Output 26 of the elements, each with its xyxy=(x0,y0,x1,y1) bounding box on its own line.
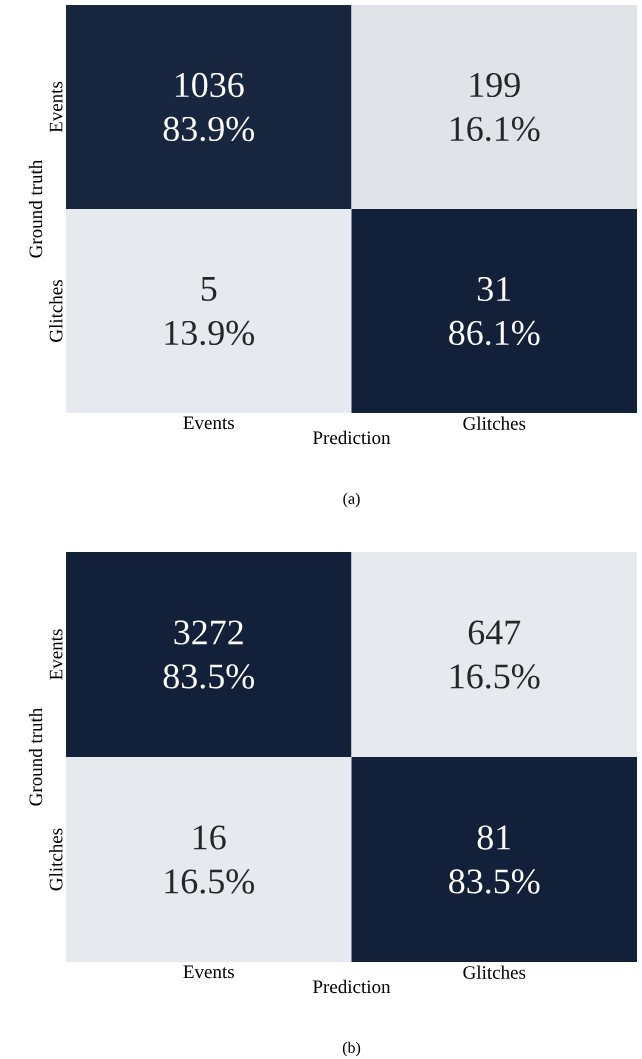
annotation: 3272 xyxy=(174,620,243,645)
data-label: 83.9% xyxy=(163,116,255,142)
data-label: 86.1% xyxy=(449,320,540,346)
annotation: 16 xyxy=(193,825,226,850)
data-label: 83.5% xyxy=(163,664,255,689)
annotation: 1036 xyxy=(175,72,244,98)
x-axis-title: Prediction xyxy=(313,979,391,994)
annotation: 81 xyxy=(477,825,511,850)
y-tick-label: Glitches xyxy=(49,280,63,342)
text: (b) xyxy=(342,1041,361,1057)
data-label: 83.5% xyxy=(449,869,540,894)
annotation: 647 xyxy=(468,620,521,645)
text: (a) xyxy=(343,492,360,508)
annotation: 199 xyxy=(470,72,520,98)
y-axis-title: Ground truth xyxy=(28,159,43,258)
data-label: 16.5% xyxy=(450,664,540,689)
annotation: 5 xyxy=(201,277,217,301)
annotation: 31 xyxy=(477,276,511,302)
y-tick-label: Glitches xyxy=(49,828,63,891)
data-label: 16.1% xyxy=(450,116,540,142)
x-axis-title: Prediction xyxy=(313,430,391,445)
data-label: 16.5% xyxy=(165,869,255,894)
y-tick-label: Events xyxy=(49,81,63,133)
y-tick-label: Events xyxy=(49,629,63,680)
data-label: 13.9% xyxy=(165,320,255,346)
y-axis-title: Ground truth xyxy=(28,707,43,806)
